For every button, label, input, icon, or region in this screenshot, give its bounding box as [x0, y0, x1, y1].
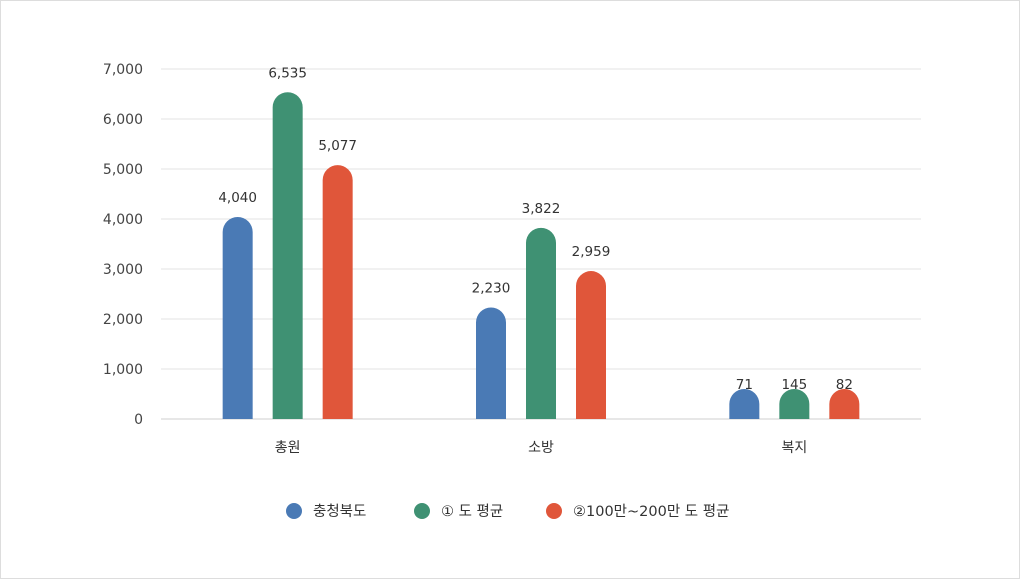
y-tick-label: 6,000 — [103, 112, 143, 128]
y-axis: 0 1,000 2,000 3,000 4,000 5,000 6,000 7,000 — [103, 62, 143, 428]
y-tick-label: 1,000 — [103, 362, 143, 378]
data-label: 2,959 — [572, 244, 611, 260]
bar-1-1 — [526, 227, 556, 419]
bar-2-0 — [729, 389, 760, 419]
legend-marker — [546, 503, 562, 519]
y-tick-label: 3,000 — [103, 262, 143, 278]
data-label: 6,535 — [268, 65, 307, 81]
bar-1-2 — [576, 271, 606, 419]
legend-marker — [414, 503, 430, 519]
bar-0-0 — [222, 217, 253, 419]
bar-2-1 — [779, 389, 810, 419]
y-tick-label: 4,000 — [103, 212, 143, 228]
x-axis: 총원 소방 복지 — [275, 440, 807, 456]
data-label: 71 — [736, 377, 753, 393]
bar-0-1 — [272, 92, 303, 419]
data-labels: 4,040 6,535 5,077 2,230 3,822 2,959 71 145 82 — [218, 65, 853, 393]
x-category-label: 총원 — [275, 440, 301, 456]
bar-1-0 — [476, 307, 506, 419]
bar-2-2 — [829, 389, 860, 419]
data-label: 82 — [836, 377, 853, 393]
y-tick-label: 7,000 — [103, 62, 143, 78]
bars — [222, 92, 860, 419]
data-label: 5,077 — [318, 138, 357, 154]
data-label: 2,230 — [472, 281, 511, 297]
data-label: 3,822 — [522, 201, 561, 217]
legend-label: ① 도 평균 — [441, 503, 503, 520]
x-category-label: 복지 — [781, 440, 807, 456]
data-label: 4,040 — [218, 190, 257, 206]
legend-label: ②100만~200만 도 평균 — [573, 503, 729, 520]
data-label: 145 — [781, 377, 807, 393]
y-tick-label: 0 — [134, 412, 143, 428]
legend-marker — [286, 503, 302, 519]
legend: 충청북도 ① 도 평균 ②100만~200만 도 평균 — [286, 503, 729, 520]
bar-0-2 — [322, 165, 353, 419]
y-tick-label: 2,000 — [103, 312, 143, 328]
y-tick-label: 5,000 — [103, 162, 143, 178]
x-category-label: 소방 — [528, 440, 554, 456]
legend-label: 충청북도 — [313, 503, 366, 520]
